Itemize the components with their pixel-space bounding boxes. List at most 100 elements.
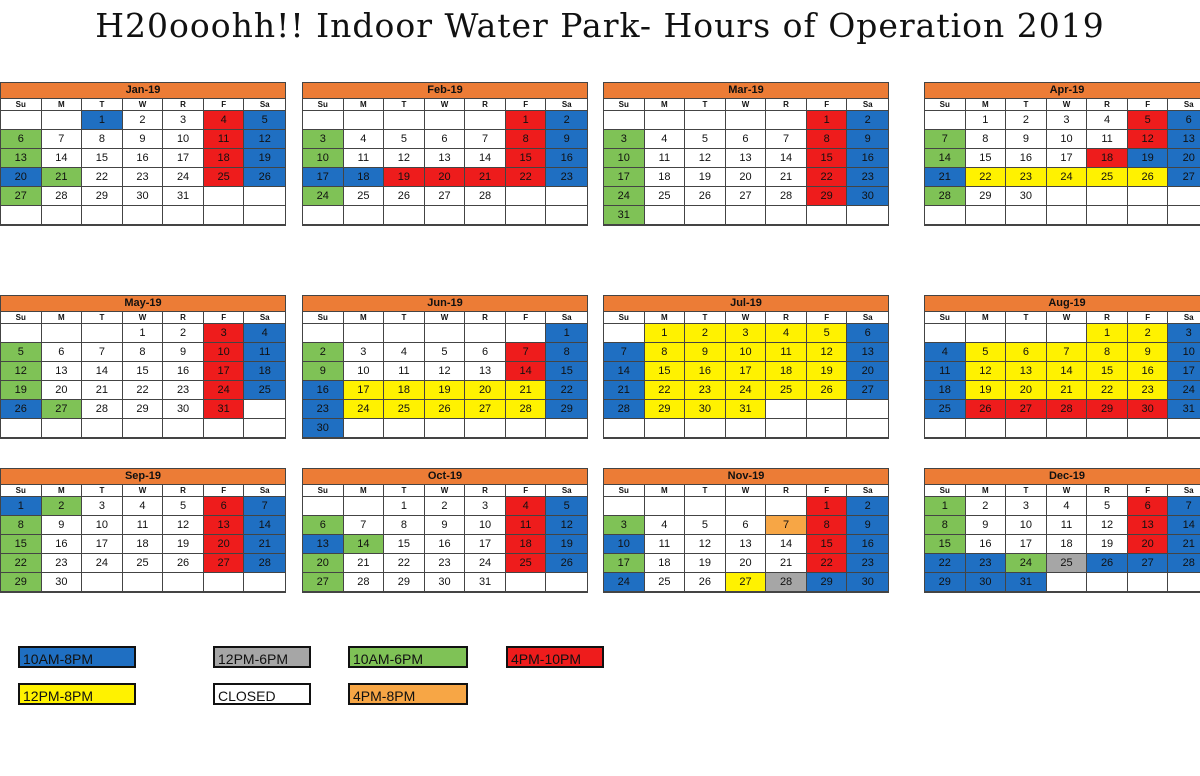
- empty-cell: [384, 419, 425, 438]
- day-cell: 2: [685, 324, 726, 343]
- day-cell: 11: [203, 130, 245, 149]
- empty-cell: [163, 573, 204, 592]
- day-cell: 7: [41, 130, 83, 149]
- month-grid: Su M T W R F Sa 1 2 3 4 5 6 7 8 9 10 11 12 13 14 15 16 17 18 19 20…: [1, 99, 285, 225]
- month-grid: Su M T W R F Sa 1 2 3 4 5 6 7 8 9 10 11 12 13 14 15 16 17 18 19 20…: [303, 99, 587, 225]
- weekday-header: Su: [925, 99, 966, 111]
- day-cell: 8: [1, 516, 42, 535]
- month-title: Jul-19: [604, 296, 888, 312]
- day-cell: 2: [546, 111, 587, 130]
- day-cell: 12: [806, 343, 848, 362]
- day-cell: 11: [644, 535, 686, 554]
- weekday-header: R: [465, 312, 506, 324]
- empty-cell: [766, 400, 807, 419]
- day-cell: 23: [847, 554, 888, 573]
- weekday-header: Sa: [1168, 485, 1200, 497]
- day-cell: 14: [82, 362, 123, 381]
- empty-cell: [925, 324, 966, 343]
- empty-cell: [1, 419, 42, 438]
- weekday-header: M: [965, 312, 1007, 324]
- day-cell: 21: [244, 535, 285, 554]
- day-cell: 5: [1, 343, 42, 362]
- empty-cell: [685, 419, 726, 438]
- day-cell: 28: [1046, 400, 1088, 419]
- day-cell: 21: [41, 168, 83, 187]
- weekday-header: Su: [604, 312, 645, 324]
- day-cell: 13: [1168, 130, 1200, 149]
- day-cell: 11: [644, 149, 686, 168]
- day-cell: 15: [546, 362, 587, 381]
- day-cell: 1: [384, 497, 425, 516]
- day-cell: 4: [925, 343, 966, 362]
- month-title: May-19: [1, 296, 285, 312]
- weekday-header: M: [644, 485, 686, 497]
- empty-cell: [203, 573, 245, 592]
- day-cell: 17: [1168, 362, 1200, 381]
- day-cell: 30: [122, 187, 164, 206]
- weekday-header: W: [424, 99, 466, 111]
- day-cell: 12: [424, 362, 466, 381]
- weekday-header: Sa: [847, 312, 888, 324]
- weekday-header: R: [465, 99, 506, 111]
- day-cell: 7: [1046, 343, 1088, 362]
- day-cell: 21: [1046, 381, 1088, 400]
- day-cell: 16: [1006, 149, 1047, 168]
- month-calendar-aug-19: Aug-19 Su M T W R F Sa 1 2 3 4 5 6 7 8 9 10 11 12 13 14 15 16 17…: [924, 295, 1200, 439]
- month-calendar-jun-19: Jun-19 Su M T W R F Sa 1 2 3 4 5 6 7 8 9 10 11 12 13 14 15 16 17…: [302, 295, 588, 439]
- day-cell: 23: [41, 554, 83, 573]
- day-cell: 12: [1087, 516, 1128, 535]
- day-cell: 21: [604, 381, 645, 400]
- empty-cell: [303, 324, 344, 343]
- day-cell: 26: [1087, 554, 1128, 573]
- day-cell: 21: [505, 381, 547, 400]
- empty-cell: [244, 206, 285, 225]
- month-title: Oct-19: [303, 469, 587, 485]
- day-cell: 18: [925, 381, 966, 400]
- day-cell: 4: [644, 130, 686, 149]
- weekday-header: T: [384, 99, 425, 111]
- day-cell: 27: [847, 381, 888, 400]
- day-cell: 27: [1006, 400, 1047, 419]
- day-cell: 11: [766, 343, 807, 362]
- day-cell: 12: [965, 362, 1007, 381]
- day-cell: 27: [203, 554, 245, 573]
- day-cell: 8: [806, 130, 848, 149]
- day-cell: 15: [806, 535, 848, 554]
- day-cell: 2: [122, 111, 164, 130]
- day-cell: 3: [465, 497, 506, 516]
- legend-item-closed: CLOSED: [213, 683, 311, 705]
- month-title: Nov-19: [604, 469, 888, 485]
- weekday-header: W: [122, 485, 164, 497]
- day-cell: 4: [644, 516, 686, 535]
- day-cell: 3: [303, 130, 344, 149]
- day-cell: 23: [163, 381, 204, 400]
- weekday-header: M: [644, 312, 686, 324]
- empty-cell: [384, 324, 425, 343]
- day-cell: 10: [725, 343, 767, 362]
- weekday-header: Su: [1, 312, 42, 324]
- day-cell: 19: [244, 149, 285, 168]
- day-cell: 14: [1046, 362, 1088, 381]
- empty-cell: [925, 111, 966, 130]
- day-cell: 25: [644, 187, 686, 206]
- day-cell: 1: [644, 324, 686, 343]
- day-cell: 29: [925, 573, 966, 592]
- day-cell: 9: [847, 130, 888, 149]
- weekday-header: Sa: [1168, 312, 1200, 324]
- empty-cell: [122, 419, 164, 438]
- day-cell: 28: [766, 187, 807, 206]
- day-cell: 20: [203, 535, 245, 554]
- day-cell: 8: [546, 343, 587, 362]
- day-cell: 14: [41, 149, 83, 168]
- day-cell: 18: [1087, 149, 1128, 168]
- day-cell: 3: [725, 324, 767, 343]
- day-cell: 1: [806, 111, 848, 130]
- day-cell: 11: [343, 149, 385, 168]
- day-cell: 21: [465, 168, 506, 187]
- empty-cell: [465, 111, 506, 130]
- empty-cell: [343, 324, 385, 343]
- month-grid: Su M T W R F Sa 1 2 3 4 5 6 7 8 9 10 11 12 13 14 15 16 17 18 19 20…: [1, 485, 285, 592]
- day-cell: 26: [685, 187, 726, 206]
- empty-cell: [203, 206, 245, 225]
- day-cell: 9: [424, 516, 466, 535]
